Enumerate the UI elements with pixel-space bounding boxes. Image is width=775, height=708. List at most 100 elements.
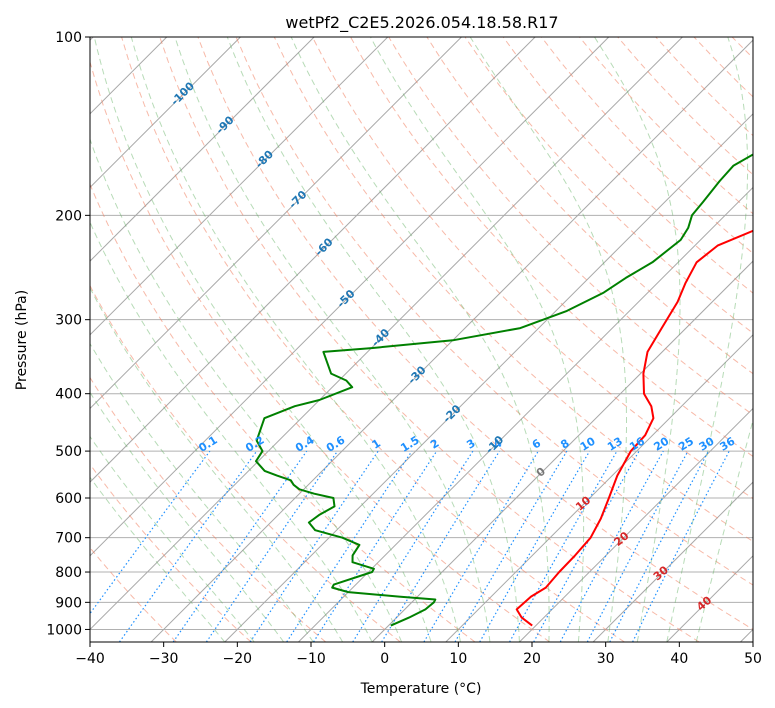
x-tick-label: 10 [449,651,467,667]
isotherm [90,37,610,557]
y-tick-label: 600 [55,491,82,507]
dry-adiabat [90,376,327,642]
mixing-ratio-label: 2 [428,437,441,452]
dry-adiabat [350,37,753,458]
moist-adiabat [90,435,255,642]
chart-title: wetPf2_C2E5.2026.054.18.58.R17 [285,13,558,33]
dry-adiabat-label: -60 [312,235,335,258]
mixing-ratio-line [172,450,308,642]
isotherm [90,37,315,262]
x-tick-label: −10 [296,651,326,667]
y-tick-label: 400 [55,387,82,403]
moist-adiabat [290,37,550,642]
mixing-ratio-line [381,450,501,642]
background-lines [90,37,775,642]
isotherm [592,481,753,642]
dry-adiabat [235,37,753,586]
isotherm [666,555,753,642]
isotherm [90,37,536,483]
mixing-ratio-line [352,450,474,642]
moist-adiabat-label: 30 [651,563,671,583]
y-tick-label: 900 [55,595,82,611]
moist-adiabat [130,37,461,642]
y-tick-label: 700 [55,531,82,547]
moist-adiabat-label: 40 [694,594,714,614]
x-tick-label: 50 [744,651,762,667]
dry-adiabat [502,37,753,294]
dry-adiabat [90,182,476,642]
isotherm [445,334,753,642]
dry-adiabat-label: -30 [405,363,428,386]
x-axis-label: Temperature (°C) [360,681,482,697]
moist-adiabat [90,137,403,642]
isotherm [224,113,753,642]
dry-adiabat [90,463,252,642]
x-tick-label: 40 [670,651,688,667]
dry-adiabat [388,37,753,416]
y-axis-ticks: 100 200 300 400 500 600 700 800 900 1000 [46,30,90,638]
mixing-ratio-line [286,450,413,642]
x-tick-label: 20 [523,651,541,667]
moist-adiabat-label: 20 [611,529,631,549]
dry-adiabat [311,37,753,500]
plot-frame [89,36,754,643]
dry-adiabat [159,37,700,642]
moist-adiabat [90,286,344,642]
dry-adiabat [770,37,775,642]
dry-adiabat [617,37,753,176]
dry-adiabat-label: -90 [213,113,236,136]
y-tick-label: 100 [55,30,82,46]
dry-adiabat [655,37,753,137]
x-tick-label: −30 [149,651,179,667]
y-tick-label: 200 [55,208,82,224]
moist-adiabat [370,37,585,642]
moist-adiabat [90,342,314,642]
moist-adiabat [469,37,627,642]
x-tick-label: −40 [75,651,105,667]
profile-series [255,153,753,627]
y-tick-label: 300 [55,313,82,329]
dry-adiabat [693,37,753,98]
moist-adiabat [90,476,226,642]
mixing-ratio-label: 6 [530,436,544,451]
mixing-ratio-line [632,450,730,642]
dry-adiabat-label: -80 [253,148,276,171]
mixing-ratio-line [90,450,211,615]
mixing-ratio-line [586,450,689,642]
moist-adiabat-label: 10 [573,493,593,513]
isotherm [90,37,241,189]
mixing-ratio-line [249,450,379,642]
dry-adiabat [273,37,753,543]
isotherm [371,260,753,642]
y-tick-label: 800 [55,565,82,581]
x-axis-ticks: −40 −30 −20 −10 0 10 20 30 40 50 [75,642,762,667]
dry-adiabat-label: -100 [168,79,197,108]
isotherm [90,37,389,336]
mixing-ratio-label: 1.5 [398,433,421,454]
moist-adiabat [93,37,432,642]
dry-adiabat [197,37,753,630]
y-tick-label: 1000 [46,622,82,638]
line-labels: 0.1 0.2 0.4 0.6 1 1.5 2 3 4 6 8 10 13 16 20 25 30 36-100-… [168,79,737,613]
moist-adiabat [90,391,285,642]
mixing-ratio-label: 0.1 [196,433,219,454]
dry-adiabat-label: -50 [334,287,357,310]
x-tick-label: −20 [223,651,253,667]
dry-adiabat [464,37,753,334]
isotherm [90,37,683,631]
mixing-ratio-line [312,450,438,642]
moist-adiabat [174,37,491,642]
mixing-ratio-line [454,450,568,642]
moist-adiabat [594,37,681,642]
dry-adiabat [90,284,401,642]
dry-adiabat [121,37,625,642]
mixing-ratio-line [533,450,640,642]
x-tick-label: 0 [380,651,389,667]
moist-adiabat [695,418,753,642]
dry-adiabat-label: -70 [286,188,309,211]
dry-adiabat-label: -20 [440,402,463,425]
dry-adiabat [541,37,753,254]
y-tick-label: 500 [55,444,82,460]
moist-adiabat [666,37,749,642]
